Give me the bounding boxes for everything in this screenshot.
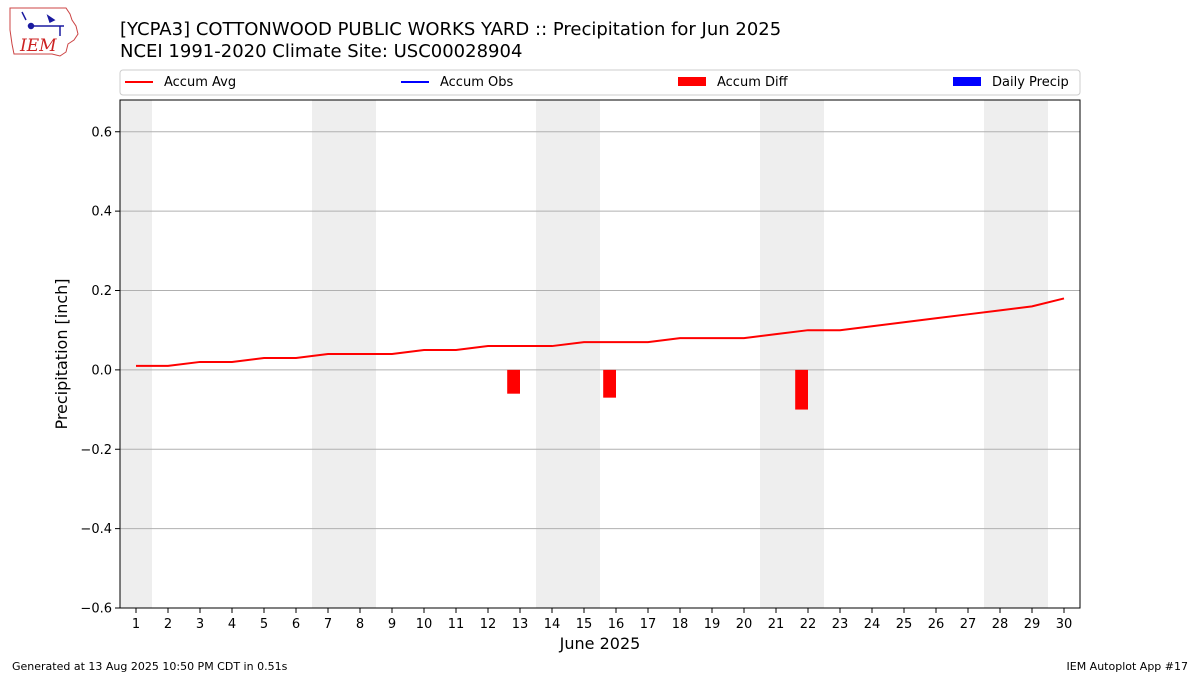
accum-diff-bar: [603, 369, 616, 398]
x-tick-label: 9: [388, 617, 396, 632]
legend-frame: [119, 69, 1081, 96]
x-tick-label: 20: [736, 617, 753, 632]
accum-diff-bars: [507, 369, 808, 410]
x-tick-label: 30: [1056, 617, 1073, 632]
accum-diff-bar: [507, 369, 520, 394]
legend-label-daily-precip: Daily Precip: [992, 75, 1069, 90]
x-tick-label: 2: [164, 617, 172, 632]
x-axis-ticks: 1 2 3 4 5 6 7 8 9 10 11 12 13 14 15 16 17 18 19 20 21 22 23 24 2…: [132, 608, 1072, 632]
x-tick-label: 21: [768, 617, 785, 632]
y-tick-label: 0.2: [91, 284, 112, 299]
x-tick-label: 26: [928, 617, 945, 632]
x-tick-label: 3: [196, 617, 204, 632]
x-tick-label: 1: [132, 617, 140, 632]
x-tick-label: 25: [896, 617, 913, 632]
chart-title: [YCPA3] COTTONWOOD PUBLIC WORKS YARD :: …: [120, 19, 781, 40]
x-tick-label: 13: [512, 617, 529, 632]
legend-label-accum-diff: Accum Diff: [717, 75, 789, 90]
legend: Accum Avg Accum Obs Accum Diff Daily Pre…: [119, 69, 1081, 96]
x-tick-label: 15: [576, 617, 593, 632]
x-tick-label: 24: [864, 617, 881, 632]
legend-label-accum-obs: Accum Obs: [440, 75, 513, 90]
footer-generated: Generated at 13 Aug 2025 10:50 PM CDT in…: [12, 660, 288, 673]
x-tick-label: 22: [800, 617, 817, 632]
x-tick-label: 10: [416, 617, 433, 632]
x-tick-label: 8: [356, 617, 364, 632]
x-tick-label: 11: [448, 617, 465, 632]
y-axis-ticks: −0.6 −0.4 −0.2 0.0 0.2 0.4 0.6: [80, 125, 120, 617]
x-tick-label: 23: [832, 617, 849, 632]
x-tick-label: 4: [228, 617, 236, 632]
weekend-shading: [120, 100, 1048, 608]
plot-frame: [119, 99, 1081, 609]
footer-app: IEM Autoplot App #17: [1067, 660, 1189, 673]
x-tick-label: 16: [608, 617, 625, 632]
legend-label-accum-avg: Accum Avg: [164, 75, 236, 90]
weather-station-icon: [21, 11, 64, 36]
x-tick-label: 29: [1024, 617, 1041, 632]
x-tick-label: 6: [292, 617, 300, 632]
accum-diff-bar: [795, 369, 808, 410]
weekend-band: [120, 100, 152, 608]
weekend-band: [984, 100, 1048, 608]
y-tick-label: 0.0: [91, 363, 112, 378]
y-axis-label: Precipitation [inch]: [52, 278, 71, 429]
x-tick-label: 28: [992, 617, 1009, 632]
x-tick-label: 19: [704, 617, 721, 632]
legend-swatch-accum-diff: [678, 77, 706, 86]
accum-avg-line-group: [136, 297, 1065, 367]
logo-text: IEM: [19, 36, 57, 56]
iowa-state-outline-icon: [9, 7, 79, 57]
x-axis-label: June 2025: [559, 634, 641, 653]
y-tick-label: 0.4: [91, 205, 112, 220]
legend-swatch-daily-precip: [953, 77, 981, 86]
iem-logo: IEM: [9, 7, 79, 57]
x-tick-label: 14: [544, 617, 561, 632]
x-tick-label: 27: [960, 617, 977, 632]
x-tick-label: 7: [324, 617, 332, 632]
x-tick-label: 18: [672, 617, 689, 632]
weekend-band: [536, 100, 600, 608]
x-tick-label: 5: [260, 617, 268, 632]
y-tick-label: −0.2: [80, 443, 112, 458]
x-tick-label: 12: [480, 617, 497, 632]
y-tick-label: −0.6: [80, 602, 112, 617]
x-tick-label: 17: [640, 617, 657, 632]
accum-avg-line: [136, 297, 1065, 367]
y-tick-label: 0.6: [91, 125, 112, 140]
weekend-band: [760, 100, 824, 608]
chart-subtitle: NCEI 1991-2020 Climate Site: USC00028904: [120, 41, 522, 62]
y-tick-label: −0.4: [80, 522, 112, 537]
